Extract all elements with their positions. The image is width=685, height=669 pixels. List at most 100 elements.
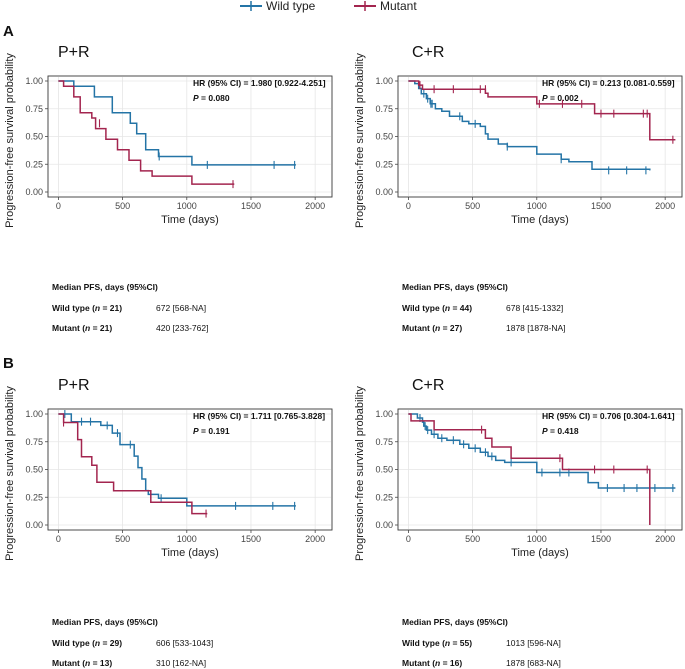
y-tick-label: 0.00 [25, 187, 43, 197]
median-pfs-header: Median PFS, days (95%CI) [52, 617, 158, 627]
p-value: = 0.418 [548, 426, 579, 436]
km-panel-a-left: 0 500 1000 1500 2000 0.00 0.25 0.50 0.75 1.00 P+R T… [4, 44, 333, 333]
x-tick-label: 500 [465, 201, 480, 211]
km-panel-b-right: 0 500 1000 1500 2000 0.00 0.25 0.50 0.75 1.00 C+R T… [354, 377, 683, 668]
median-row-value: 1878 [1878-NA] [506, 323, 566, 333]
x-axis-label: Time (days) [161, 214, 219, 226]
y-tick-label: 1.00 [375, 409, 393, 419]
n-value: = 27) [440, 323, 462, 333]
p-value: = 0.080 [199, 93, 230, 103]
x-tick-label: 2000 [305, 534, 325, 544]
x-tick-label: 0 [406, 534, 411, 544]
median-row-value: 310 [162-NA] [156, 658, 206, 668]
plot-border [47, 408, 333, 531]
n-value: = 13) [90, 658, 112, 668]
y-tick-label: 0.25 [25, 492, 43, 502]
panel-title: C+R [412, 377, 444, 394]
p-value-text: P = 0.080 [193, 93, 230, 103]
km-panel-b-left: 0 500 1000 1500 2000 0.00 0.25 0.50 0.75 1.00 P+R T… [4, 377, 333, 668]
p-value: = 0.191 [199, 426, 230, 436]
x-tick-label: 1500 [591, 201, 611, 211]
x-tick-label: 1000 [527, 201, 547, 211]
panel-title: P+R [58, 377, 90, 394]
n-value: = 44) [450, 303, 472, 313]
n-symbol: n [445, 303, 450, 313]
group-name: Wild type ( [402, 303, 445, 313]
km-curve-mutant [58, 80, 235, 185]
median-pfs-header: Median PFS, days (95%CI) [52, 282, 158, 292]
section-label-b: B [3, 355, 14, 372]
x-tick-label: 1500 [241, 534, 261, 544]
n-symbol: n [95, 303, 100, 313]
median-row-value: 1878 [683-NA] [506, 658, 561, 668]
x-tick-label: 1000 [177, 201, 197, 211]
x-tick-label: 2000 [305, 201, 325, 211]
y-axis-label: Progression-free survival probability [354, 386, 366, 561]
group-name: Mutant ( [52, 658, 85, 668]
x-axis-label: Time (days) [511, 547, 569, 559]
y-tick-label: 1.00 [25, 409, 43, 419]
km-curve-wild-type [58, 80, 296, 166]
n-value: = 29) [100, 638, 122, 648]
km-curve-mutant [408, 80, 676, 141]
p-symbol: P [193, 426, 199, 436]
y-tick-label: 1.00 [375, 76, 393, 86]
p-symbol: P [542, 426, 548, 436]
p-value: = 0.002 [548, 93, 579, 103]
x-tick-label: 0 [56, 534, 61, 544]
y-tick-label: 0.75 [375, 104, 393, 114]
p-value-text: P = 0.002 [542, 93, 579, 103]
median-row-label: Mutant (n = 27) [402, 323, 462, 333]
y-tick-label: 0.00 [25, 520, 43, 530]
group-name: Mutant ( [402, 323, 435, 333]
section-label-a: A [3, 23, 14, 40]
legend-label-wild-type: Wild type [266, 0, 316, 13]
x-tick-label: 2000 [655, 534, 675, 544]
group-name: Wild type ( [52, 303, 95, 313]
group-name: Wild type ( [402, 638, 445, 648]
km-curve-wild-type [408, 413, 676, 489]
y-axis-label: Progression-free survival probability [354, 53, 366, 228]
y-tick-label: 0.50 [25, 465, 43, 475]
y-tick-label: 0.00 [375, 520, 393, 530]
n-value: = 16) [440, 658, 462, 668]
n-symbol: n [85, 323, 90, 333]
median-row-value: 1013 [596-NA] [506, 638, 561, 648]
group-name: Wild type ( [52, 638, 95, 648]
hazard-ratio-text: HR (95% CI) = 1.711 [0.765-3.828] [193, 411, 325, 421]
median-row-label: Wild type (n = 44) [402, 303, 472, 313]
x-tick-label: 1500 [591, 534, 611, 544]
x-tick-label: 2000 [655, 201, 675, 211]
km-panel-a-right: 0 500 1000 1500 2000 0.00 0.25 0.50 0.75 1.00 C+R T… [354, 44, 683, 333]
hazard-ratio-text: HR (95% CI) = 1.980 [0.922-4.251] [193, 78, 326, 88]
median-row-label: Mutant (n = 13) [52, 658, 112, 668]
p-symbol: P [542, 93, 548, 103]
x-tick-label: 500 [115, 534, 130, 544]
n-value: = 21) [100, 303, 122, 313]
y-tick-label: 0.75 [375, 437, 393, 447]
y-tick-label: 0.75 [25, 104, 43, 114]
n-value: = 55) [450, 638, 472, 648]
panel-title: P+R [58, 44, 90, 61]
hazard-ratio-text: HR (95% CI) = 0.213 [0.081-0.559] [542, 78, 675, 88]
y-axis-label: Progression-free survival probability [4, 53, 16, 228]
median-row-value: 678 [415-1332] [506, 303, 563, 313]
x-tick-label: 1500 [241, 201, 261, 211]
n-symbol: n [95, 638, 100, 648]
y-tick-label: 0.75 [25, 437, 43, 447]
legend-label-mutant: Mutant [380, 0, 417, 13]
plot-border [397, 75, 683, 198]
median-row-value: 420 [233-762] [156, 323, 208, 333]
median-row-value: 672 [568-NA] [156, 303, 206, 313]
km-curve-mutant [408, 413, 651, 525]
median-row-label: Mutant (n = 21) [52, 323, 112, 333]
n-symbol: n [85, 658, 90, 668]
p-value-text: P = 0.191 [193, 426, 230, 436]
n-value: = 21) [90, 323, 112, 333]
median-row-value: 606 [533-1043] [156, 638, 213, 648]
y-tick-label: 0.50 [375, 465, 393, 475]
y-tick-label: 0.25 [375, 159, 393, 169]
median-row-label: Wild type (n = 55) [402, 638, 472, 648]
panel-title: C+R [412, 44, 444, 61]
